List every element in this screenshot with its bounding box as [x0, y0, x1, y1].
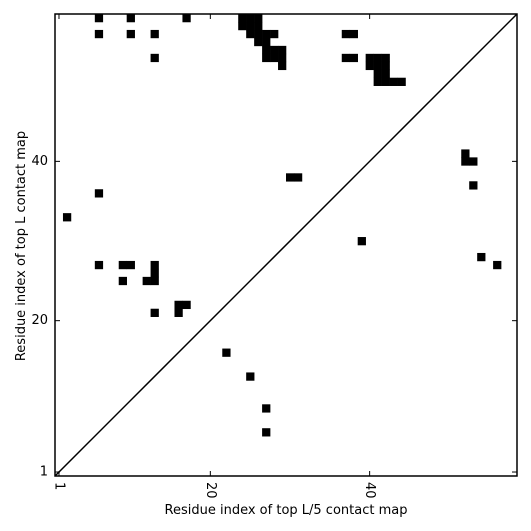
- y-tick-label: 1: [40, 465, 48, 480]
- axis-ticks: 1 20 40 1 20 40: [31, 14, 517, 499]
- contact-cell-upper: [389, 77, 398, 86]
- contact-cell-upper: [142, 276, 151, 286]
- contact-cell-upper: [349, 29, 358, 39]
- contact-cell-upper: [349, 53, 358, 63]
- y-tick-label: 20: [31, 313, 48, 328]
- contact-cell-upper: [94, 29, 104, 39]
- lower-contacts: [222, 348, 271, 437]
- x-tick-label: 40: [362, 482, 377, 499]
- plot-area: [54, 13, 518, 477]
- contact-cell-upper: [118, 276, 127, 286]
- contact-cell-upper: [246, 21, 255, 31]
- contact-cell-upper: [94, 189, 104, 198]
- contact-cell-upper: [182, 300, 191, 310]
- contact-cell-upper: [238, 14, 247, 23]
- contact-cell-upper: [262, 45, 271, 55]
- x-axis-label: Residue index of top L/5 contact map: [165, 503, 408, 518]
- y-axis-label: Residue index of top L contact map: [14, 131, 29, 361]
- contact-cell-upper: [246, 29, 255, 39]
- contact-cell-upper: [254, 29, 263, 39]
- contact-cell-upper: [150, 260, 159, 270]
- contact-cell-upper: [270, 53, 279, 63]
- contact-cell-upper: [246, 14, 255, 23]
- contact-cell-lower: [262, 404, 271, 413]
- contact-cell-lower: [246, 372, 255, 381]
- contact-cell-upper: [270, 45, 279, 55]
- diagonal-line: [54, 13, 518, 477]
- contact-cell-upper: [118, 260, 127, 270]
- contact-cell-upper: [469, 181, 478, 190]
- contact-cell-upper: [254, 21, 263, 31]
- contact-cell-upper: [126, 14, 135, 23]
- contact-cell-upper: [397, 77, 406, 86]
- contact-cell-upper: [373, 61, 382, 71]
- contact-cell-upper: [262, 37, 271, 47]
- contact-cell-upper: [270, 29, 279, 39]
- contact-cell-upper: [94, 260, 104, 270]
- contact-cell-upper: [373, 69, 382, 79]
- contact-cell-upper: [174, 300, 183, 310]
- contact-cell-upper: [94, 14, 104, 23]
- contact-cell-lower: [222, 348, 231, 357]
- contact-cell-upper: [150, 53, 159, 63]
- contact-cell-upper: [126, 260, 135, 270]
- contact-cell-upper: [278, 45, 287, 55]
- contact-cell-upper: [62, 213, 72, 222]
- contact-cell-upper: [477, 252, 486, 262]
- x-tick-label: 20: [203, 482, 218, 499]
- contact-cell-upper: [278, 61, 287, 71]
- contact-cell-upper: [262, 29, 271, 39]
- contact-cell-upper: [286, 173, 295, 182]
- y-tick-label: 40: [31, 154, 48, 169]
- contact-cell-upper: [365, 53, 374, 63]
- contact-cell-upper: [365, 61, 374, 71]
- contact-cell-lower: [262, 428, 271, 437]
- contact-cell-upper: [469, 157, 478, 166]
- contact-cell-upper: [381, 77, 390, 86]
- upper-contacts: [62, 14, 502, 317]
- contact-cell-upper: [293, 173, 303, 182]
- contact-cell-upper: [150, 29, 159, 39]
- contact-cell-upper: [341, 29, 351, 39]
- contact-cell-upper: [461, 157, 470, 166]
- contact-cell-upper: [150, 268, 159, 278]
- contact-cell-upper: [461, 149, 470, 158]
- contact-cell-upper: [373, 77, 382, 86]
- contact-cell-upper: [150, 308, 159, 317]
- contact-cell-upper: [381, 69, 390, 79]
- contact-cell-upper: [381, 61, 390, 71]
- contact-cell-upper: [381, 53, 390, 63]
- contact-cell-upper: [373, 53, 382, 63]
- contact-cell-upper: [238, 21, 247, 31]
- contact-cell-upper: [254, 14, 263, 23]
- x-tick-label: 1: [51, 482, 66, 490]
- contact-cell-upper: [493, 260, 502, 270]
- contact-cell-upper: [126, 29, 135, 39]
- contact-cell-upper: [341, 53, 351, 63]
- contact-cell-upper: [174, 308, 183, 317]
- contact-cell-upper: [254, 37, 263, 47]
- contact-cell-upper: [357, 237, 366, 246]
- contact-cell-upper: [150, 276, 159, 286]
- contact-cell-upper: [262, 53, 271, 63]
- contact-cell-upper: [182, 14, 191, 23]
- contact-cell-upper: [278, 53, 287, 63]
